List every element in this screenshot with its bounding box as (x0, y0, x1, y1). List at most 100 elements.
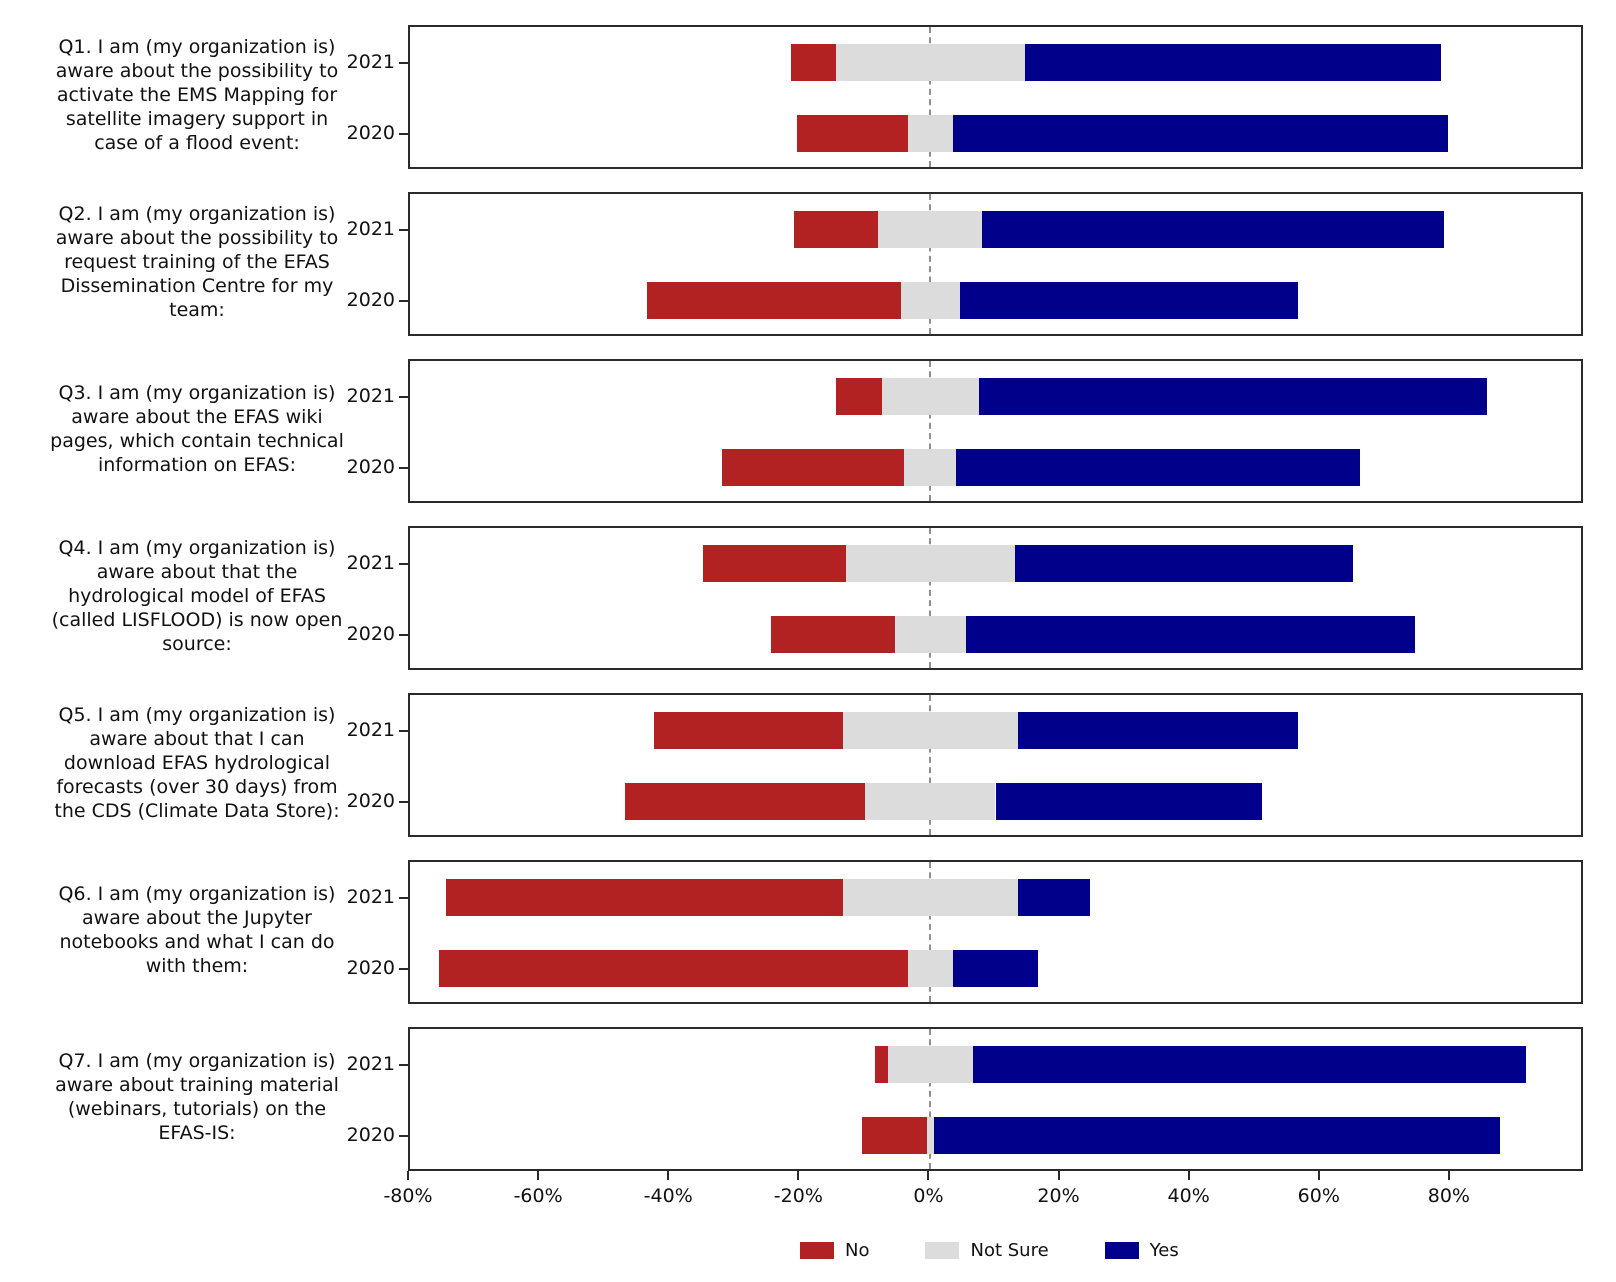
y-tick (399, 61, 408, 64)
not-sure-segment (836, 44, 1025, 81)
y-tick (399, 562, 408, 565)
year-label: 2021 (346, 1052, 395, 1075)
x-tick-label: -20% (773, 1185, 823, 1207)
no-segment (439, 950, 908, 987)
legend-item-not-sure: Not Sure (925, 1240, 1049, 1261)
question-label: Q7. I am (my organization is) aware abou… (55, 1050, 339, 1144)
y-tick (399, 800, 408, 803)
zero-reference-line (929, 1029, 932, 1169)
y-tick (399, 1134, 408, 1137)
legend-item-yes: Yes (1104, 1240, 1179, 1261)
question-label: Q1. I am (my organization is) aware abou… (55, 36, 339, 154)
no-segment (793, 211, 879, 248)
year-label: 2020 (346, 956, 395, 979)
yes-segment (995, 783, 1263, 820)
x-tick-label: 60% (1297, 1185, 1340, 1207)
legend-item-no: No (800, 1240, 869, 1261)
not-sure-segment (845, 545, 1015, 582)
no-segment (797, 115, 908, 152)
x-tick (1447, 1171, 1450, 1180)
x-tick-label: -40% (643, 1185, 693, 1207)
zero-reference-line (929, 528, 932, 668)
question-panel (408, 693, 1583, 837)
question-panel (408, 192, 1583, 336)
yes-swatch-icon (1104, 1242, 1139, 1259)
yes-segment (959, 282, 1298, 319)
no-swatch-icon (800, 1242, 834, 1259)
x-tick-label: 40% (1167, 1185, 1210, 1207)
x-tick (927, 1171, 930, 1180)
zero-reference-line (929, 862, 932, 1002)
zero-reference-line (929, 695, 932, 835)
x-tick-label: -60% (513, 1185, 563, 1207)
zero-reference-line (929, 27, 932, 167)
no-segment (445, 879, 843, 916)
not-sure-segment (904, 449, 957, 486)
no-segment (653, 712, 843, 749)
y-tick (399, 228, 408, 231)
year-label: 2021 (346, 50, 395, 73)
no-segment (771, 616, 895, 653)
yes-segment (953, 115, 1448, 152)
zero-reference-line (929, 194, 932, 334)
year-label: 2021 (346, 885, 395, 908)
yes-segment (956, 449, 1360, 486)
not-sure-segment (865, 783, 996, 820)
not-sure-segment (927, 1117, 934, 1154)
year-label: 2020 (346, 1123, 395, 1146)
y-tick (399, 1063, 408, 1066)
question-panel (408, 25, 1583, 169)
not-sure-swatch-icon (925, 1242, 960, 1259)
y-tick (399, 466, 408, 469)
x-tick-label: 0% (913, 1185, 944, 1207)
no-segment (862, 1117, 928, 1154)
x-tick-label: 20% (1037, 1185, 1080, 1207)
y-tick (399, 299, 408, 302)
y-tick (399, 633, 408, 636)
not-sure-segment (901, 282, 960, 319)
y-tick (399, 395, 408, 398)
legend-label-not-sure: Not Sure (970, 1240, 1049, 1261)
yes-segment (933, 1117, 1500, 1154)
y-tick (399, 132, 408, 135)
not-sure-segment (907, 115, 954, 152)
no-segment (790, 44, 837, 81)
question-panel (408, 359, 1583, 503)
yes-segment (1015, 545, 1354, 582)
not-sure-segment (842, 712, 1019, 749)
not-sure-segment (894, 616, 967, 653)
year-label: 2021 (346, 551, 395, 574)
question-label: Q5. I am (my organization is) aware abou… (54, 704, 340, 822)
x-tick (407, 1171, 409, 1180)
question-panel (408, 526, 1583, 670)
legend-label-yes: Yes (1149, 1240, 1179, 1261)
y-tick (399, 896, 408, 899)
not-sure-segment (888, 1046, 973, 1083)
year-label: 2020 (346, 288, 395, 311)
yes-segment (953, 950, 1038, 987)
x-tick (1057, 1171, 1060, 1180)
no-segment (836, 378, 882, 415)
x-tick (797, 1171, 800, 1180)
question-panel (408, 860, 1583, 1004)
x-tick (667, 1171, 670, 1180)
question-panel (408, 1027, 1583, 1171)
year-label: 2021 (346, 718, 395, 741)
not-sure-segment (881, 378, 980, 415)
year-label: 2020 (346, 455, 395, 478)
y-tick (399, 729, 408, 732)
no-segment (722, 449, 905, 486)
y-tick (399, 967, 408, 970)
legend: No Not Sure Yes (800, 1240, 1179, 1261)
no-segment (624, 783, 866, 820)
not-sure-segment (878, 211, 983, 248)
question-label: Q4. I am (my organization is) aware abou… (51, 537, 343, 655)
yes-segment (966, 616, 1416, 653)
year-label: 2020 (346, 121, 395, 144)
yes-segment (1018, 712, 1298, 749)
question-label: Q6. I am (my organization is) aware abou… (58, 883, 336, 977)
x-tick-label: 80% (1427, 1185, 1470, 1207)
yes-segment (982, 211, 1445, 248)
question-label: Q3. I am (my organization is) aware abou… (50, 382, 344, 476)
